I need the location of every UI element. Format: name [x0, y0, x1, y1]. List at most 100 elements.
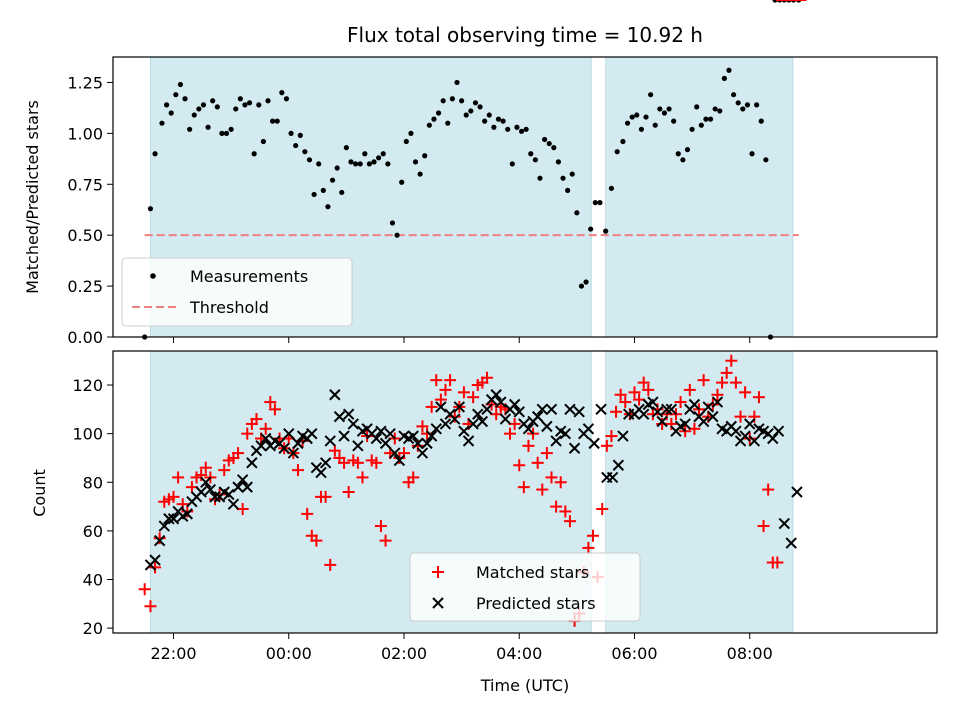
measurement-point	[339, 189, 345, 196]
measurement-point	[588, 226, 594, 232]
matched-star-point	[739, 386, 752, 399]
predicted-star-point	[490, 389, 502, 401]
bottom-legend-box	[409, 552, 641, 622]
matched-star-point	[550, 500, 563, 513]
measurement-point	[551, 145, 557, 151]
matched-star-point	[688, 422, 701, 435]
matched-star-point	[711, 388, 724, 401]
measurement-point	[643, 114, 649, 120]
matched-star-point	[706, 398, 719, 411]
measurement-point	[509, 161, 515, 167]
measurement-point	[311, 191, 317, 198]
measurement-point	[477, 104, 483, 110]
matched-star-point	[545, 471, 558, 484]
predicted-star-point	[481, 403, 493, 416]
matched-star-point	[430, 374, 443, 387]
matched-star-point	[563, 515, 576, 528]
matched-star-point	[628, 386, 641, 399]
matched-star-point	[264, 396, 277, 409]
measurement-point	[449, 96, 455, 102]
measurement-point	[763, 157, 769, 163]
matched-star-point	[531, 456, 544, 469]
measurement-point	[362, 151, 368, 157]
matched-star-point	[250, 413, 263, 426]
measurement-point	[256, 102, 262, 108]
measurement-point	[394, 232, 400, 238]
x-tick-label: 00:00	[266, 644, 312, 663]
predicted-star-point	[772, 425, 785, 437]
matched-star-point	[149, 561, 162, 574]
measurement-point	[270, 118, 276, 124]
predicted-star-point	[421, 437, 433, 450]
predicted-star-point	[647, 396, 659, 408]
predicted-star-point	[163, 513, 175, 525]
measurement-point	[624, 120, 631, 126]
measurement-point	[712, 106, 718, 112]
matched-star-point	[762, 483, 775, 496]
top-y-ticks: 0.00 0.25 0.50 0.75 1.00 1.25	[67, 73, 113, 347]
predicted-star-point	[730, 425, 742, 437]
matched-star-point	[697, 374, 710, 387]
measurement-point	[445, 120, 451, 126]
predicted-star-point	[236, 474, 249, 486]
measurement-point	[265, 98, 271, 104]
measurement-point	[228, 126, 234, 132]
matched-star-point	[167, 490, 180, 503]
matched-star-point	[448, 410, 461, 423]
predicted-star-point	[545, 403, 558, 416]
measurement-point	[366, 161, 373, 167]
matched-star-point	[490, 408, 503, 421]
bottom-y-ticks: 20 40 60 80 100 120	[72, 376, 113, 638]
predicted-star-point	[167, 513, 180, 525]
measurements-legend-marker	[150, 273, 156, 279]
measurement-point	[408, 130, 414, 136]
y-tick-label: 0.00	[67, 328, 103, 347]
matched-star-point	[218, 464, 231, 477]
measurement-point	[546, 140, 552, 147]
measurement-point	[468, 108, 474, 114]
measurement-point	[703, 116, 709, 122]
x-tick-label: 04:00	[496, 644, 542, 663]
predicted-star-point	[564, 403, 576, 416]
matched-star-point	[425, 400, 438, 413]
predicted-star-point	[748, 435, 761, 447]
measurement-point	[440, 98, 446, 104]
threshold-legend-label: Threshold	[189, 298, 269, 317]
measurement-point	[422, 153, 428, 159]
predicted-star-point	[458, 425, 470, 437]
matched-star-point	[259, 422, 272, 435]
measurement-point	[597, 200, 603, 206]
measurement-point	[523, 126, 529, 132]
predicted-star-point	[283, 427, 295, 440]
predicted-star-point	[595, 403, 607, 416]
predicted-star-point	[338, 430, 350, 442]
measurement-point	[412, 159, 419, 165]
measurement-point	[177, 81, 184, 88]
predicted-star-point	[568, 442, 581, 454]
predicted-star-point	[370, 432, 383, 445]
measurement-point	[652, 122, 658, 128]
matched-star-point	[338, 456, 351, 469]
predicted-legend-label: Predicted stars	[476, 594, 596, 613]
predicted-star-point	[791, 486, 803, 498]
matched-star-point	[291, 464, 304, 477]
y-tick-label: 60	[83, 522, 103, 541]
measurement-point	[532, 157, 538, 163]
matched-star-point	[241, 427, 254, 440]
measurement-point	[758, 118, 764, 124]
predicted-star-point	[158, 520, 170, 532]
predicted-star-point	[559, 427, 572, 440]
predicted-star-point	[541, 420, 553, 433]
measurement-point	[214, 104, 220, 110]
predicted-star-point	[347, 418, 359, 430]
matched-star-point	[582, 541, 595, 554]
measurement-point	[694, 104, 700, 110]
measurement-point	[684, 147, 691, 153]
bottom-x-ticks: 22:00 00:00 02:00 04:00 06:00 08:00	[150, 633, 773, 663]
measurement-point	[505, 126, 511, 132]
measurement-point	[352, 161, 359, 167]
predicted-star-point	[379, 437, 392, 450]
measurement-point	[495, 116, 502, 122]
predicted-star-point	[416, 447, 429, 459]
